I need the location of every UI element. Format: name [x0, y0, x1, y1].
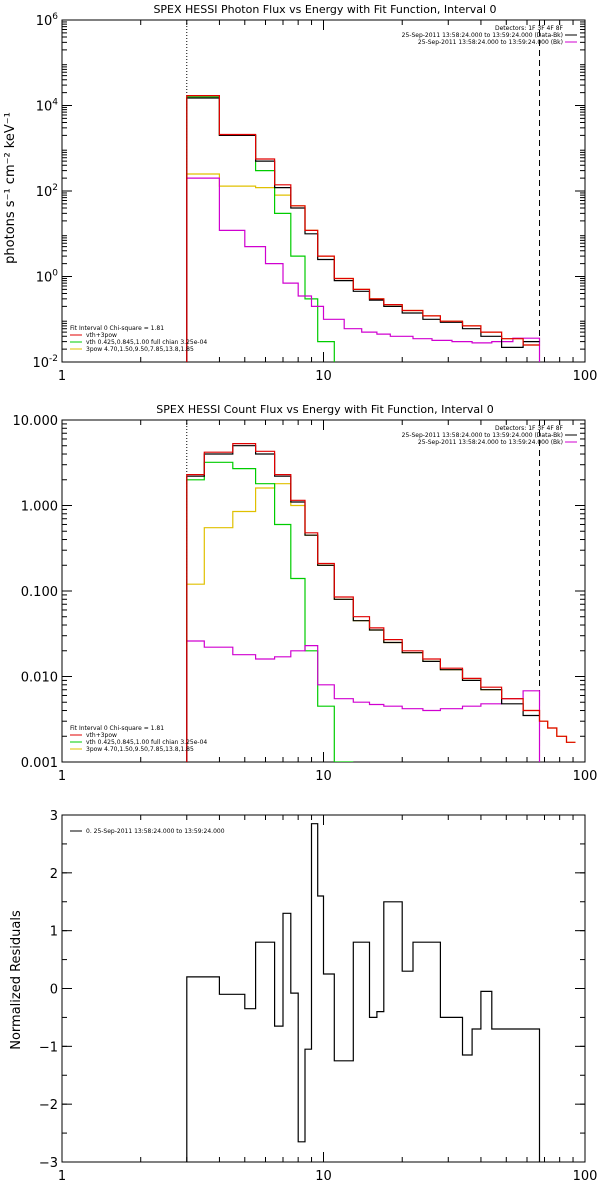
y-axis-label: Normalized Residuals: [9, 910, 24, 1050]
count-flux-panel: SPEX HESSI Count Flux vs Energy with Fit…: [13, 403, 598, 784]
y-tick-label: 3: [50, 809, 58, 824]
y-tick-label: 102: [36, 183, 58, 200]
series-line-vth: [186, 461, 354, 762]
x-tick-label: 100: [573, 369, 598, 384]
panel-title: SPEX HESSI Photon Flux vs Energy with Fi…: [153, 3, 496, 16]
series-group: [186, 95, 541, 362]
legend-topright-entry: 25-Sep-2011 13:58:24.000 to 13:59:24.000…: [402, 432, 563, 439]
plot-area: 1 10 100 0.001 0.010 0.100 1.000 10.000 Detector…: [13, 414, 598, 784]
x-tick-label: 100: [573, 1169, 598, 1184]
legend-topright-entry: 25-Sep-2011 13:58:24.000 to 13:59:24.000…: [418, 39, 563, 46]
y-tick-label: −3: [39, 1156, 58, 1171]
legend-topright-entry: 25-Sep-2011 13:58:24.000 to 13:59:24.000…: [402, 32, 563, 39]
panel-title: SPEX HESSI Count Flux vs Energy with Fit…: [156, 403, 493, 416]
legend-topleft-entry: 0. 25-Sep-2011 13:58:24.000 to 13:59:24.…: [86, 828, 225, 835]
y-tick-label: 0.001: [21, 756, 58, 771]
residuals-panel: Normalized Residuals 1 10 100 −3 −2 −1 0 1 2 3 0. …: [9, 809, 597, 1184]
x-tick-label: 100: [573, 769, 598, 784]
legend-bottomleft-entry: vth 0.425,0.845,1.00 full chian 3.25e-04: [86, 739, 207, 746]
series-line-bk: [186, 177, 541, 362]
series-line-vth-3pow: [186, 95, 540, 362]
y-tick-label: 10-2: [32, 354, 58, 371]
legend-bottomleft-entry: Fit Interval 0 Chi-square = 1.81: [70, 325, 164, 332]
y-tick-label: 2: [50, 867, 58, 882]
legend-topright-entry: Detectors: 1F 3F 4F 8F: [495, 425, 564, 432]
photon-flux-panel: SPEX HESSI Photon Flux vs Energy with Fi…: [3, 3, 597, 384]
series-line-bk: [186, 640, 541, 762]
series-group: [186, 443, 576, 762]
series-line-3pow: [186, 173, 540, 362]
y-tick-label: 1.000: [21, 500, 58, 515]
legend-bottomleft-entry: vth+3pow: [86, 732, 117, 739]
x-tick-label: 10: [315, 769, 332, 784]
series-group: [186, 823, 541, 1162]
series-line-vth-3pow: [186, 443, 576, 762]
axes-frame: [61, 814, 586, 1163]
series-line-residuals: [186, 823, 541, 1162]
y-tick-label: 0.100: [21, 585, 58, 600]
legend-topright-entry: 25-Sep-2011 13:58:24.000 to 13:59:24.000…: [418, 439, 563, 446]
plot-area: 1 10 100 10-2 100 102 104 106 Detectors: 1F 3F 4…: [32, 12, 597, 384]
y-tick-label: −2: [39, 1098, 58, 1113]
plot-area: 1 10 100 −3 −2 −1 0 1 2 3 0. 25-Sep-2011 13:58:24.…: [39, 809, 598, 1184]
legend-bottomleft-entry: 3pow 4.70,1.50,9.50,7.85,13.8,1.85: [86, 346, 194, 353]
x-tick-label: 10: [315, 369, 332, 384]
y-tick-label: 104: [36, 98, 59, 115]
axes-frame: [61, 419, 586, 763]
series-line-vth: [186, 96, 335, 362]
series-line-data-bk: [186, 445, 540, 762]
x-tick-label: 10: [315, 1169, 332, 1184]
y-tick-label: 100: [36, 269, 59, 286]
y-axis-label: photons s⁻¹ cm⁻² keV⁻¹: [3, 112, 18, 264]
series-line-3pow: [186, 483, 576, 762]
y-tick-label: 0: [50, 983, 58, 998]
legend-topright-entry: Detectors: 1F 3F 4F 8F: [495, 25, 564, 32]
legend-bottomleft-entry: 3pow 4.70,1.50,9.50,7.85,13.8,1.85: [86, 746, 194, 753]
legend-bottomleft-entry: vth 0.425,0.845,1.00 full chian 3.25e-04: [86, 339, 207, 346]
series-line-data-bk: [186, 97, 540, 362]
legend-bottomleft-entry: vth+3pow: [86, 332, 117, 339]
y-tick-label: 0.010: [21, 671, 58, 686]
x-tick-label: 1: [58, 769, 66, 784]
y-tick-label: 106: [36, 12, 59, 29]
x-tick-label: 1: [58, 1169, 66, 1184]
legend-bottomleft-entry: Fit Interval 0 Chi-square = 1.81: [70, 725, 164, 732]
y-tick-label: 10.000: [13, 414, 59, 429]
y-tick-label: −1: [39, 1040, 58, 1055]
x-tick-label: 1: [58, 369, 66, 384]
y-tick-label: 1: [50, 925, 58, 940]
